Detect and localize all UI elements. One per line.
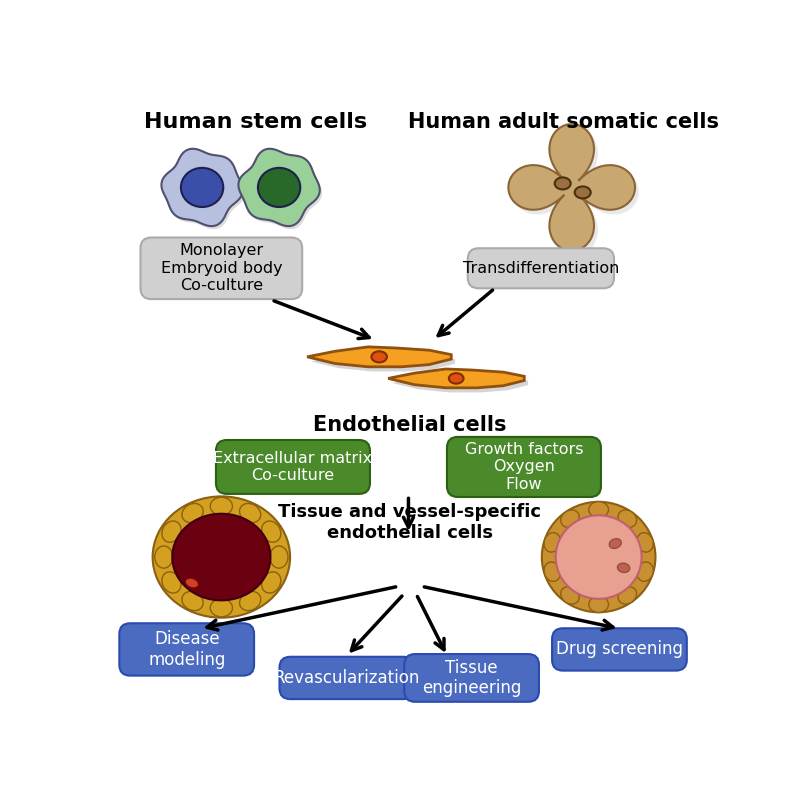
- Ellipse shape: [210, 497, 233, 516]
- Text: Endothelial cells: Endothelial cells: [314, 414, 506, 435]
- Ellipse shape: [542, 502, 655, 612]
- Ellipse shape: [210, 599, 233, 617]
- Ellipse shape: [181, 168, 223, 207]
- Polygon shape: [508, 124, 635, 251]
- Ellipse shape: [371, 352, 387, 363]
- Polygon shape: [307, 347, 451, 367]
- Text: Growth factors
Oxygen
Flow: Growth factors Oxygen Flow: [465, 442, 583, 492]
- Polygon shape: [392, 374, 528, 393]
- Ellipse shape: [153, 497, 290, 618]
- Ellipse shape: [239, 504, 261, 523]
- Text: Drug screening: Drug screening: [556, 641, 683, 658]
- FancyBboxPatch shape: [447, 437, 601, 497]
- Ellipse shape: [618, 510, 637, 527]
- Text: Disease
modeling: Disease modeling: [148, 630, 226, 668]
- Ellipse shape: [162, 521, 181, 543]
- Ellipse shape: [258, 168, 300, 207]
- Ellipse shape: [556, 516, 642, 599]
- Text: Monolayer
Embryoid body
Co-culture: Monolayer Embryoid body Co-culture: [161, 243, 282, 293]
- Polygon shape: [512, 129, 639, 255]
- Polygon shape: [311, 352, 455, 371]
- Ellipse shape: [618, 563, 630, 573]
- Text: Revascularization: Revascularization: [274, 669, 420, 687]
- Ellipse shape: [162, 572, 181, 593]
- Text: Tissue
engineering: Tissue engineering: [422, 658, 522, 697]
- Polygon shape: [238, 149, 320, 227]
- Ellipse shape: [561, 587, 579, 604]
- Ellipse shape: [182, 592, 203, 611]
- Ellipse shape: [262, 572, 281, 593]
- Text: Tissue and vessel-specific
endothelial cells: Tissue and vessel-specific endothelial c…: [278, 503, 542, 542]
- Text: Extracellular matrix
Co-culture: Extracellular matrix Co-culture: [214, 451, 373, 483]
- Ellipse shape: [270, 546, 288, 568]
- Ellipse shape: [449, 373, 463, 383]
- Ellipse shape: [610, 539, 622, 548]
- Ellipse shape: [544, 533, 561, 552]
- Text: Transdifferentiation: Transdifferentiation: [462, 261, 619, 276]
- Ellipse shape: [637, 562, 654, 581]
- FancyBboxPatch shape: [216, 440, 370, 494]
- Ellipse shape: [544, 562, 561, 581]
- Ellipse shape: [154, 546, 173, 568]
- Ellipse shape: [262, 521, 281, 543]
- Ellipse shape: [554, 177, 570, 189]
- FancyBboxPatch shape: [141, 238, 302, 299]
- Ellipse shape: [561, 510, 579, 527]
- Polygon shape: [241, 152, 322, 229]
- Ellipse shape: [172, 514, 270, 600]
- Polygon shape: [388, 369, 524, 388]
- FancyBboxPatch shape: [279, 657, 414, 699]
- Polygon shape: [162, 149, 242, 227]
- FancyBboxPatch shape: [119, 623, 254, 676]
- FancyBboxPatch shape: [552, 628, 687, 671]
- Text: Human adult somatic cells: Human adult somatic cells: [409, 112, 719, 132]
- Ellipse shape: [574, 186, 590, 199]
- Ellipse shape: [182, 504, 203, 523]
- Ellipse shape: [185, 578, 198, 588]
- Ellipse shape: [637, 533, 654, 552]
- Text: Human stem cells: Human stem cells: [145, 112, 367, 132]
- Ellipse shape: [618, 587, 637, 604]
- Ellipse shape: [589, 596, 609, 612]
- Ellipse shape: [589, 501, 609, 518]
- Ellipse shape: [239, 592, 261, 611]
- FancyBboxPatch shape: [468, 248, 614, 288]
- Polygon shape: [164, 152, 245, 229]
- FancyBboxPatch shape: [404, 654, 539, 702]
